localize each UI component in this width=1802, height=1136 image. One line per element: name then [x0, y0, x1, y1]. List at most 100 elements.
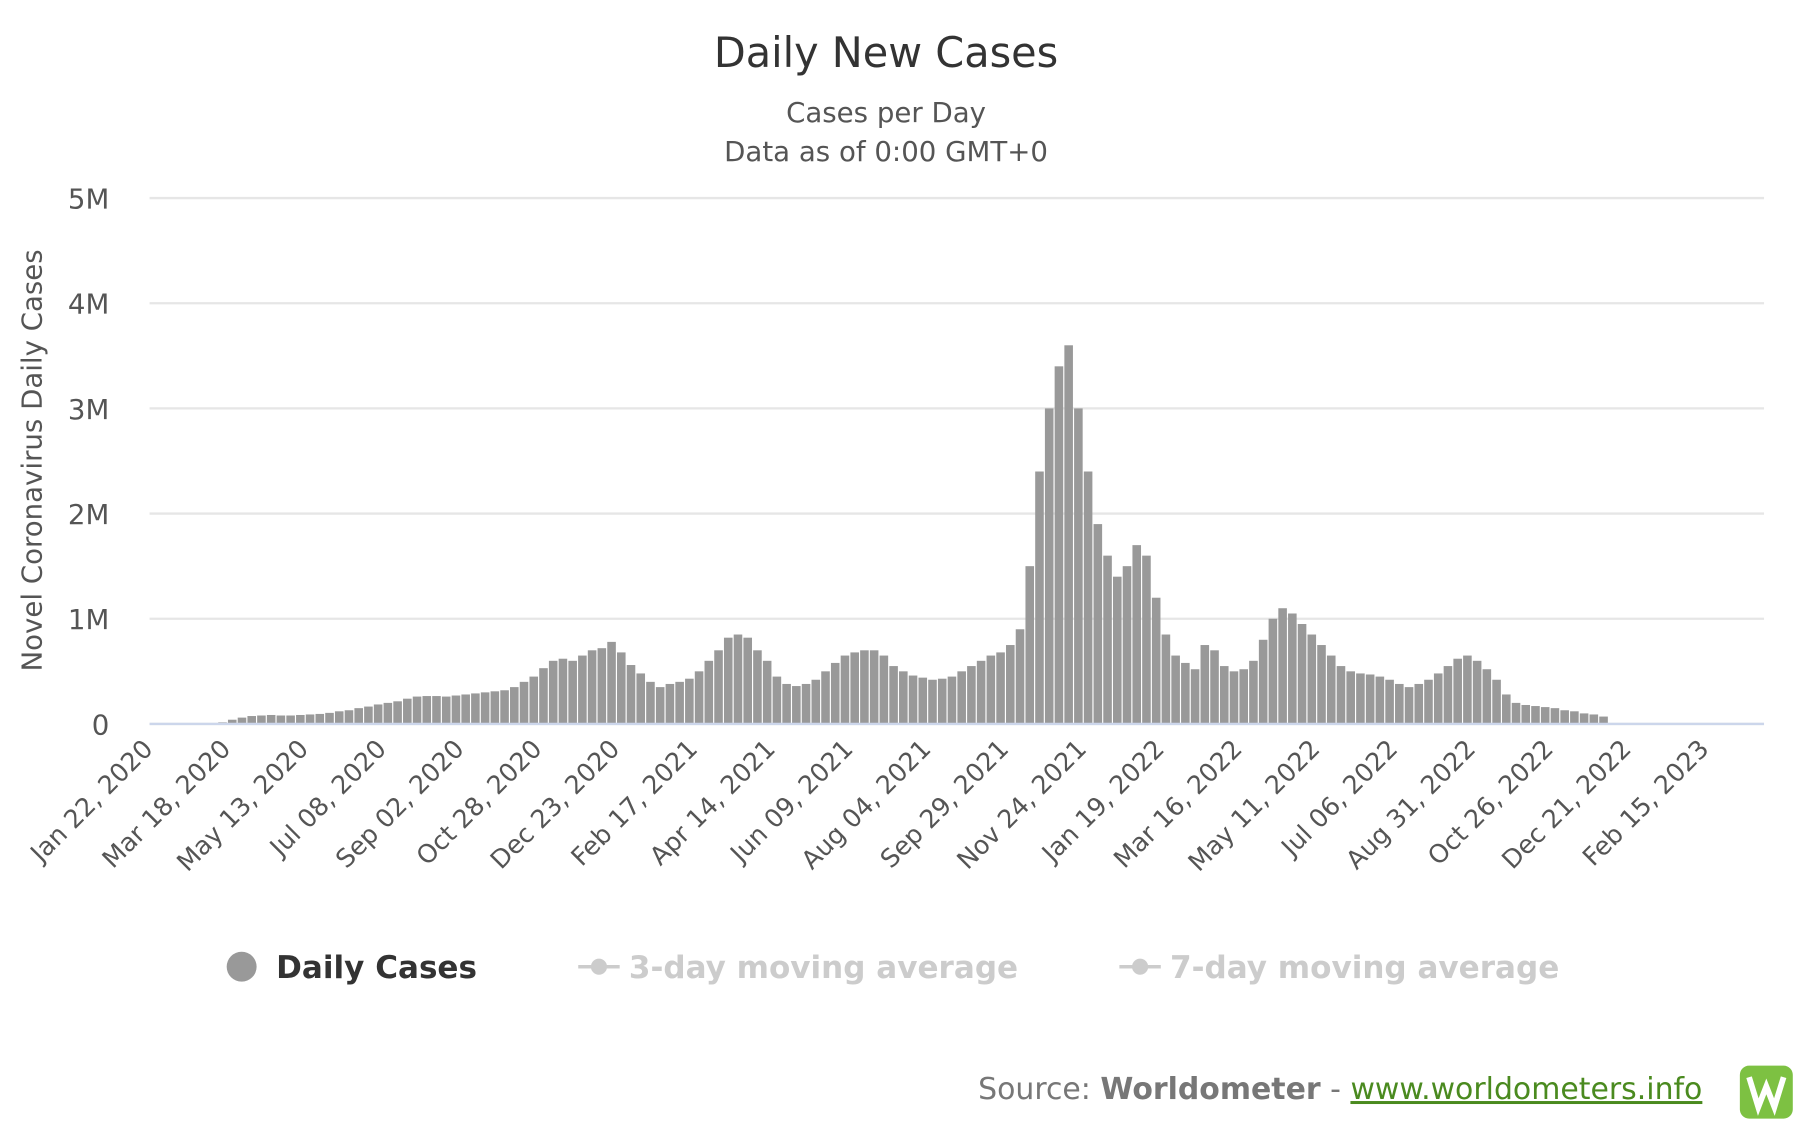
bar — [928, 679, 937, 724]
bar — [1054, 366, 1064, 724]
source: Source: Worldometer - www.worldometers.i… — [978, 1065, 1793, 1119]
bar — [1599, 716, 1608, 724]
bar — [1482, 669, 1492, 724]
bar — [247, 716, 256, 724]
bar — [675, 681, 684, 724]
source-link[interactable]: www.worldometers.info — [1350, 1072, 1702, 1107]
bar — [782, 683, 791, 724]
bar — [266, 714, 276, 724]
x-tick-label: May 11, 2022 — [1183, 734, 1326, 877]
bar — [227, 719, 237, 724]
bar — [558, 658, 568, 724]
legend-item[interactable]: Daily Cases — [226, 950, 477, 986]
bar — [441, 696, 451, 724]
bar — [1336, 666, 1346, 724]
bar — [1365, 674, 1375, 724]
bar — [821, 671, 830, 724]
bar — [1424, 679, 1433, 724]
bar — [1015, 629, 1025, 724]
bar — [1142, 555, 1151, 724]
legend-item[interactable]: 3-day moving average — [578, 950, 1018, 986]
bar — [1171, 655, 1180, 724]
bar — [1395, 683, 1404, 724]
bar — [334, 711, 344, 724]
bar — [646, 681, 655, 724]
chart-subtitle: Data as of 0:00 GMT+0 — [724, 135, 1048, 168]
bar — [393, 701, 402, 724]
bar — [1589, 714, 1599, 724]
bar — [539, 668, 548, 724]
bar — [947, 676, 957, 724]
bar — [1560, 710, 1569, 724]
bar — [918, 677, 928, 724]
bar — [461, 694, 470, 724]
bar — [685, 678, 694, 724]
source-separator: - — [1330, 1072, 1341, 1107]
bar — [1025, 566, 1035, 724]
bar — [286, 715, 295, 724]
bar — [412, 696, 422, 724]
bar — [1385, 679, 1394, 724]
bar — [1288, 613, 1297, 724]
bar — [568, 660, 577, 724]
bar — [1122, 566, 1132, 724]
bar — [276, 715, 286, 724]
bar — [432, 696, 441, 724]
bar — [1521, 704, 1531, 724]
bar — [986, 655, 996, 724]
bar — [354, 708, 363, 724]
bar — [344, 710, 354, 724]
bar — [1472, 660, 1482, 724]
bar — [1433, 673, 1443, 724]
bar — [1297, 624, 1307, 724]
legend-label: 3-day moving average — [629, 950, 1018, 986]
source-text: Source: Worldometer - www.worldometers.i… — [978, 1072, 1702, 1107]
legend-label: 7-day moving average — [1170, 950, 1559, 986]
bar — [519, 681, 529, 724]
bar — [1540, 707, 1550, 724]
y-axis-title: Novel Coronavirus Daily Cases — [15, 249, 48, 671]
bar — [548, 660, 558, 724]
bar — [1356, 673, 1365, 724]
bar — [1035, 471, 1044, 724]
bar — [772, 676, 782, 724]
bar — [733, 634, 743, 724]
bar — [587, 650, 597, 724]
bar — [1132, 545, 1142, 724]
bar — [879, 655, 889, 724]
bar — [889, 666, 898, 724]
bar — [850, 652, 859, 724]
bar — [801, 683, 811, 724]
bar — [694, 671, 704, 724]
bar — [364, 706, 373, 724]
y-tick-label: 1M — [68, 603, 109, 636]
chart-subtitle: Cases per Day — [786, 96, 986, 129]
bar — [1502, 694, 1511, 724]
bar — [1375, 676, 1385, 724]
bar — [403, 698, 412, 724]
legend-item[interactable]: 7-day moving average — [1119, 950, 1559, 986]
bar — [490, 691, 500, 724]
bar — [655, 687, 665, 724]
bar — [1064, 345, 1073, 724]
bar — [500, 690, 509, 724]
x-tick-label: May 13, 2020 — [171, 734, 314, 877]
bar — [1103, 555, 1112, 724]
bar — [869, 650, 879, 724]
bar — [325, 712, 334, 724]
bar — [315, 713, 325, 724]
bar — [792, 686, 801, 724]
bar — [937, 678, 947, 724]
bar — [1511, 702, 1521, 724]
bar — [1074, 408, 1083, 724]
bar — [753, 650, 762, 724]
bar — [1326, 655, 1336, 724]
bar — [830, 662, 840, 724]
bar — [1278, 608, 1287, 724]
bar — [597, 648, 607, 724]
bar — [1112, 576, 1122, 724]
bar — [451, 695, 461, 724]
bar — [1414, 683, 1424, 724]
